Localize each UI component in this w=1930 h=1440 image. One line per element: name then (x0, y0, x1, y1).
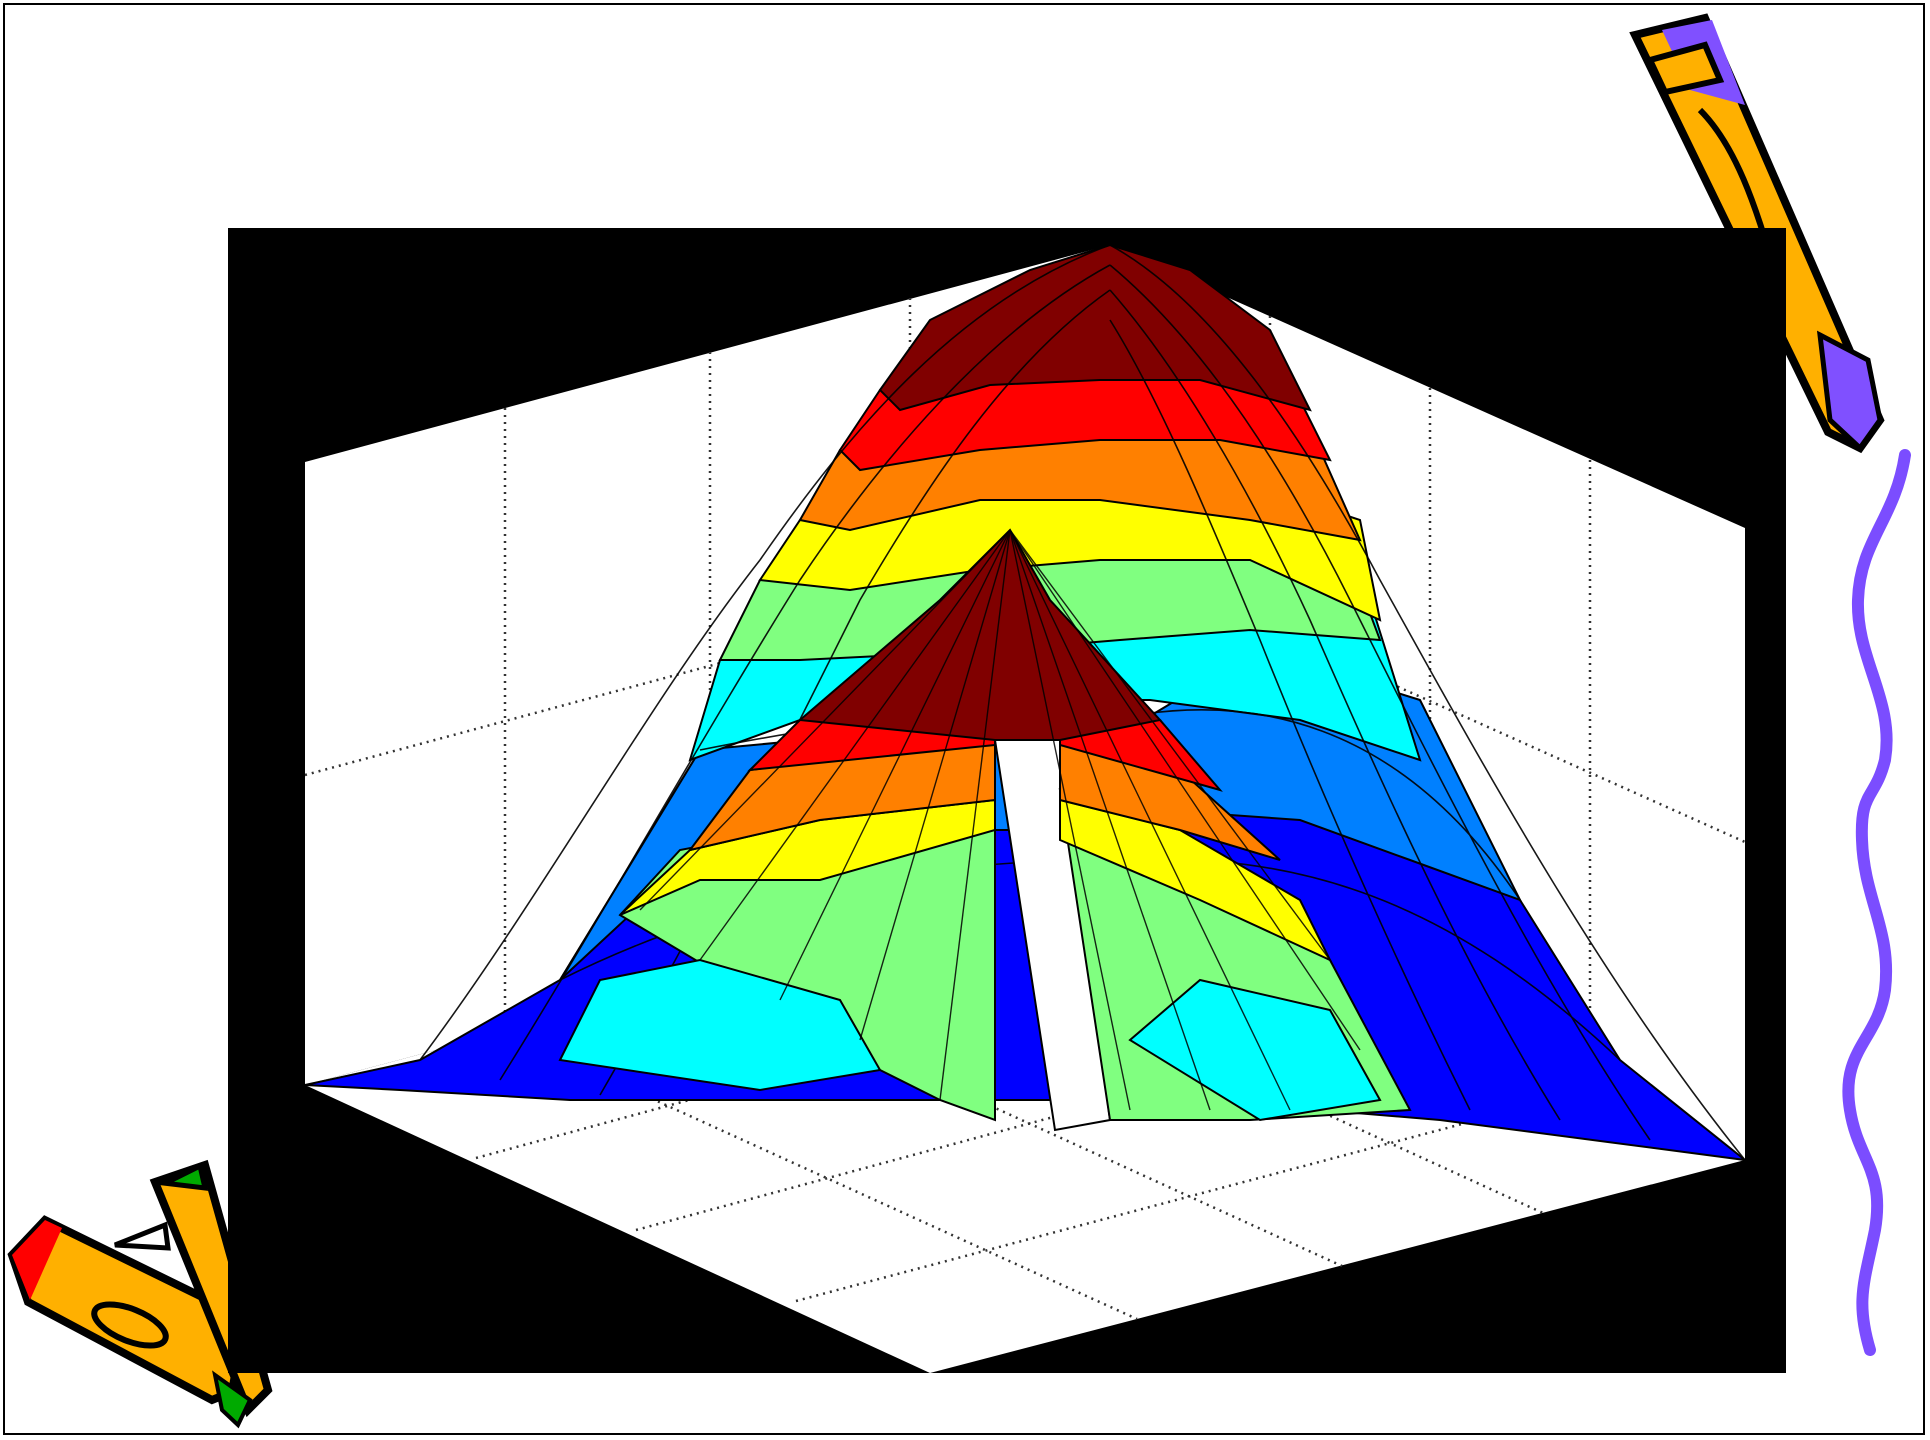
slide-border (3, 3, 1925, 1435)
inner-surface-darkred-cap (797, 528, 1162, 741)
outer-surface-darkred-cap (878, 243, 1312, 412)
crayon-icon (7, 1159, 273, 1429)
inner-surface-mesh (639, 529, 1361, 1111)
inner-surface (558, 528, 1412, 1122)
wavy-line (1842, 449, 1911, 1356)
inner-surface-orange-band (687, 738, 996, 852)
inner-surface-cyan-band-right (1128, 978, 1382, 1122)
inner-surface-cyan-band (558, 958, 882, 1092)
